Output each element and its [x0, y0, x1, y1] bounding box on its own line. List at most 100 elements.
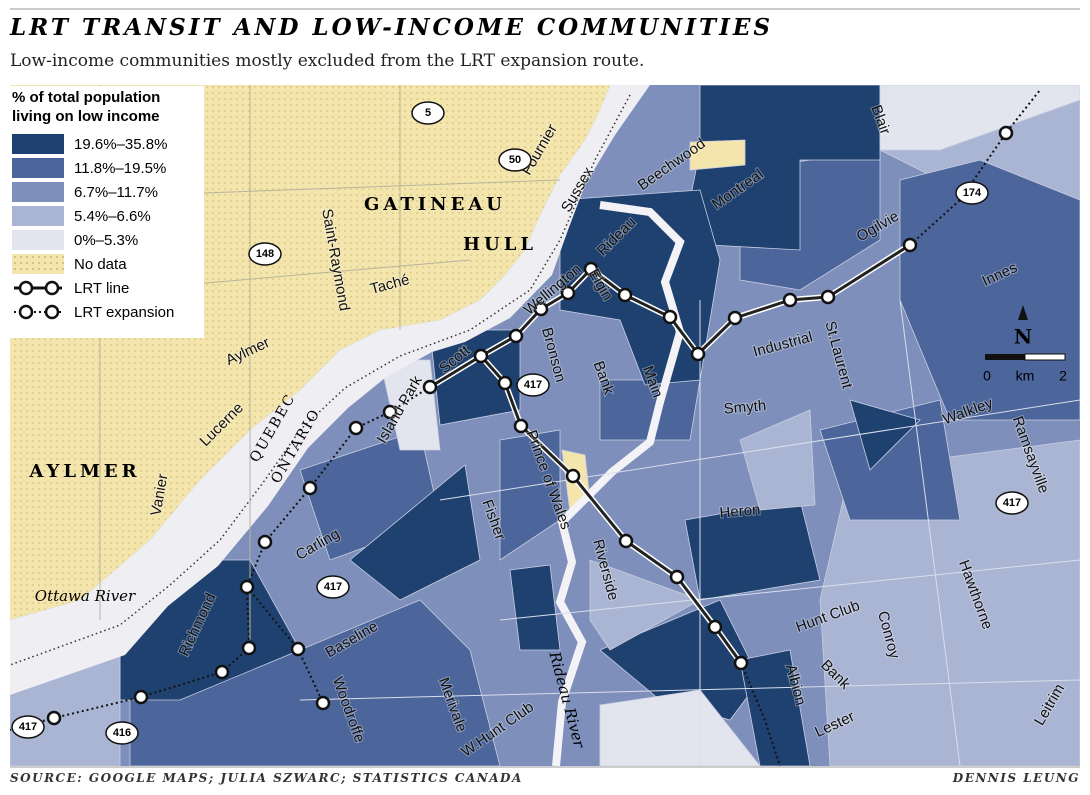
region: [599, 689, 761, 766]
station: [241, 640, 257, 656]
station: [727, 310, 743, 326]
legend-line-symbol: [14, 304, 62, 320]
station: [733, 655, 749, 671]
legend-label: LRT expansion: [74, 303, 175, 321]
station: [46, 710, 62, 726]
highway-label: 417: [19, 721, 37, 733]
region: [849, 399, 921, 471]
legend-row: No data: [12, 252, 202, 276]
station: [560, 285, 576, 301]
station: [533, 301, 549, 317]
credit: DENNIS LEUNG: [952, 771, 1080, 785]
station: [508, 328, 524, 344]
legend-row: 19.6%–35.8%: [12, 132, 202, 156]
station: [497, 375, 513, 391]
legend-swatch: [12, 206, 64, 226]
station: [618, 533, 634, 549]
legend-label: 19.6%–35.8%: [74, 135, 168, 153]
legend-station: [18, 280, 34, 296]
station: [214, 664, 230, 680]
street-label: Smyth: [723, 397, 767, 418]
station: [669, 569, 685, 585]
legend-label: 6.7%–11.7%: [74, 183, 158, 201]
lrt-expansion: [10, 386, 431, 731]
legend-rows: 19.6%–35.8% 11.8%–19.5% 6.7%–11.7% 5.4%–6.6…: [12, 132, 202, 324]
legend-swatch: [12, 254, 64, 274]
legend-label: LRT line: [74, 279, 130, 297]
subtitle: Low-income communities mostly excluded f…: [10, 51, 644, 71]
place-label: HULL: [463, 234, 537, 255]
highway-label: 417: [524, 379, 542, 391]
highway-shield: [11, 715, 45, 739]
highway-shield: [995, 491, 1029, 515]
legend-row: 0%–5.3%: [12, 228, 202, 252]
region: [879, 85, 1080, 151]
station: [690, 346, 706, 362]
highway-label: 417: [1003, 497, 1021, 509]
station: [662, 309, 678, 325]
highway-shield: [316, 575, 350, 599]
highway-label: 174: [963, 187, 982, 199]
region: [739, 409, 816, 511]
water-label: Ottawa River: [35, 587, 136, 605]
road: [439, 399, 1080, 501]
station: [998, 125, 1014, 141]
title: LRT TRANSIT AND LOW-INCOME COMMUNITIES: [9, 14, 773, 41]
legend-station: [18, 304, 34, 320]
lrt-expansion: [909, 89, 1041, 246]
legend-row: 6.7%–11.7%: [12, 180, 202, 204]
legend-swatch: [12, 230, 64, 250]
north-arrow: [1018, 305, 1028, 320]
legend-label: 5.4%–6.6%: [74, 207, 151, 225]
rideau-river: [552, 201, 685, 766]
highway-label: 416: [113, 727, 131, 739]
lrt-line: [479, 355, 743, 664]
legend-station: [44, 304, 60, 320]
station: [583, 261, 599, 277]
legend-label: No data: [74, 255, 127, 273]
station: [315, 695, 331, 711]
station: [513, 418, 529, 434]
station: [782, 292, 798, 308]
road: [499, 559, 1080, 621]
station: [617, 287, 633, 303]
region: [689, 139, 746, 171]
scale-label: 0: [983, 368, 991, 384]
station: [422, 379, 438, 395]
legend-swatch: [12, 182, 64, 202]
region: [429, 329, 521, 426]
station: [820, 289, 836, 305]
legend-label: 0%–5.3%: [74, 231, 139, 249]
station: [348, 420, 364, 436]
scale-bar: [985, 354, 1025, 360]
highway-label: 5: [425, 107, 431, 119]
region: [819, 399, 961, 521]
station: [902, 237, 918, 253]
region: [509, 564, 561, 651]
highway-label: 148: [256, 248, 274, 260]
legend-title: % of total population living on low inco…: [12, 89, 161, 125]
place-label: AYLMER: [28, 461, 140, 482]
highway-shield: [516, 373, 550, 397]
source: SOURCE: GOOGLE MAPS; JULIA SZWARC; STATI…: [10, 771, 523, 785]
station: [257, 534, 273, 550]
legend-line-symbol: [14, 280, 62, 296]
highway-label: 50: [509, 154, 521, 166]
north-label: N: [1014, 325, 1032, 349]
scale-label: km: [1016, 368, 1035, 384]
street-label: Heron: [719, 501, 761, 521]
scale-label: 2: [1059, 368, 1067, 384]
station: [565, 468, 581, 484]
station: [473, 348, 489, 364]
region: [739, 649, 811, 766]
road: [899, 299, 961, 766]
legend-row: LRT expansion: [12, 300, 202, 324]
station: [290, 641, 306, 657]
highway-shield: [411, 101, 445, 125]
legend-station: [44, 280, 60, 296]
highway-shield: [248, 242, 282, 266]
legend-label: 11.8%–19.5%: [74, 159, 167, 177]
station: [239, 579, 255, 595]
